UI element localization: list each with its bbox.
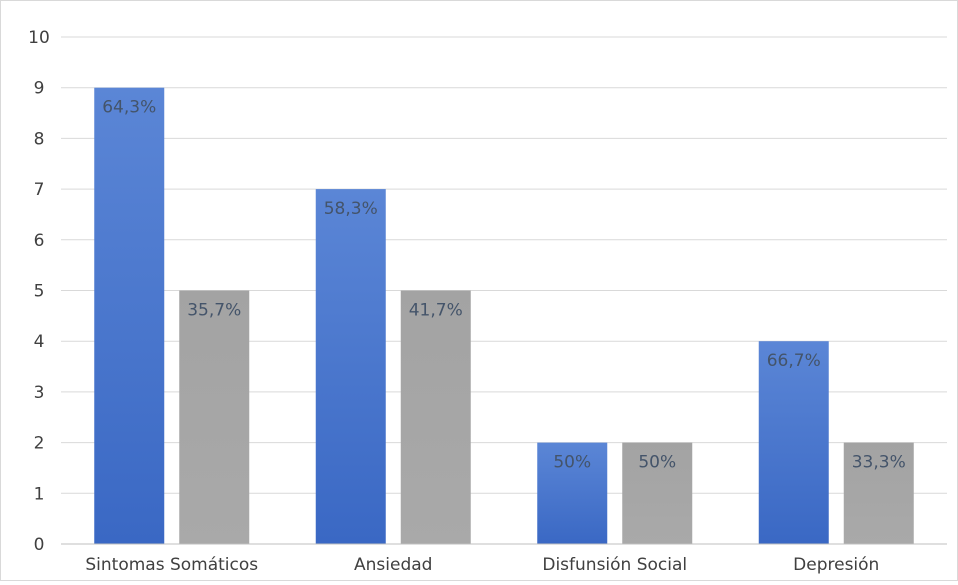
bar xyxy=(179,290,250,544)
bar xyxy=(537,442,608,544)
y-tick-label: 3 xyxy=(34,383,45,403)
y-tick-label: 2 xyxy=(34,434,45,454)
bar xyxy=(622,442,693,544)
data-label: 64,3% xyxy=(102,98,156,118)
y-tick-label: 9 xyxy=(34,79,45,99)
y-tick-label: 7 xyxy=(34,180,45,200)
y-tick-label: 10 xyxy=(28,28,50,48)
x-category-label: Ansiedad xyxy=(354,555,432,575)
data-label: 41,7% xyxy=(409,301,463,321)
data-label: 35,7% xyxy=(187,301,241,321)
x-category-label: Disfunsión Social xyxy=(542,555,687,575)
data-label: 50% xyxy=(553,453,591,473)
bar xyxy=(400,290,471,544)
axes: 0 1 2 3 4 5 6 7 8 9 10 Sintomas Somáticos Ansiedad Di… xyxy=(28,28,947,575)
data-label: 66,7% xyxy=(767,351,821,371)
y-tick-label: 4 xyxy=(34,332,45,352)
x-category-label: Depresión xyxy=(793,555,879,575)
bar xyxy=(758,341,829,544)
y-tick-label: 5 xyxy=(34,282,45,302)
y-tick-label: 8 xyxy=(34,129,45,149)
y-tick-label: 1 xyxy=(34,484,45,504)
bar xyxy=(315,189,386,544)
bar xyxy=(843,442,914,544)
x-category-label: Sintomas Somáticos xyxy=(85,555,258,575)
y-tick-label: 6 xyxy=(34,231,45,251)
bars xyxy=(94,87,914,544)
data-label: 58,3% xyxy=(324,199,378,219)
bar xyxy=(94,87,165,544)
data-labels: 64,3% 35,7% 58,3% 41,7% 50% 50% 66,7% 33,3% xyxy=(102,98,906,473)
data-label: 50% xyxy=(638,453,676,473)
data-label: 33,3% xyxy=(852,453,906,473)
y-tick-label: 0 xyxy=(34,535,45,555)
